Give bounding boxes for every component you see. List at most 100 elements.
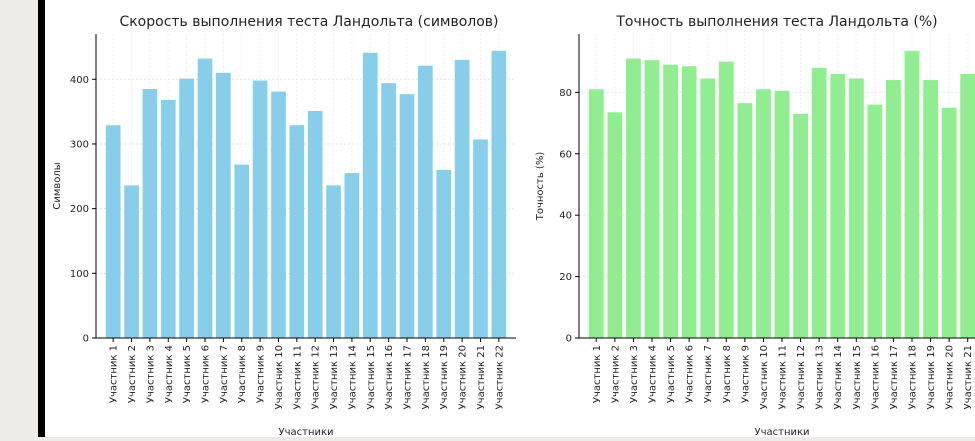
x-tick-label: Участник 22 [494,345,505,409]
bar [271,91,286,339]
y-tick-label: 60 [559,149,572,160]
x-tick-label: Участник 19 [439,345,450,409]
bar [436,169,452,338]
x-tick-label: Участник 12 [796,345,807,409]
x-tick-label: Участник 12 [311,345,322,409]
x-tick-label: Участник 5 [666,345,677,403]
x-tick-label: Участник 18 [908,345,919,409]
bar [886,80,901,338]
bar [491,50,507,339]
x-tick-label: Участник 8 [237,345,248,403]
bar [830,73,846,338]
slide-left-border [38,0,45,437]
x-tick-label: Участник 9 [256,345,267,403]
bar [811,67,827,339]
x-tick-label: Участник 19 [926,345,937,409]
bar [737,103,753,338]
x-tick-label: Участник 8 [722,345,733,403]
bar [774,90,790,339]
x-tick-label: Участник 20 [945,345,956,409]
x-tick-label: Участник 13 [815,345,826,409]
y-tick-label: 80 [559,88,572,99]
y-tick-label: 20 [559,272,572,283]
bar [607,112,623,338]
x-axis-label: Участники [278,427,333,437]
y-tick-label: 200 [70,204,89,215]
bar [399,94,415,338]
bar [344,173,360,338]
bar [626,58,641,339]
bar [700,78,716,338]
speed-chart: Скорость выполнения теста Ландольта (сим… [52,14,516,438]
charts-svg: Скорость выполнения теста Ландольта (сим… [52,14,975,438]
bar [326,185,341,338]
x-tick-label: Участник 16 [384,345,395,409]
x-tick-label: Участник 3 [629,345,640,403]
y-tick-label: 0 [83,334,89,345]
bar [105,125,121,338]
x-tick-label: Участник 7 [703,345,714,403]
x-tick-label: Участник 11 [292,345,303,409]
x-tick-label: Участник 15 [852,345,863,409]
bar [160,99,176,339]
bar [197,58,213,338]
x-tick-label: Участник 3 [145,345,156,403]
y-axis-label: Символы [52,162,63,209]
x-tick-label: Участник 14 [347,345,358,409]
y-tick-label: 300 [70,139,89,150]
bar [124,185,139,338]
bar [142,88,158,338]
bar [179,78,194,338]
chart-canvas: Скорость выполнения теста Ландольта (сим… [45,0,975,438]
x-tick-label: Участник 9 [740,345,751,403]
bar [793,113,808,339]
bar [644,60,660,338]
bar [381,83,396,339]
x-tick-label: Участник 13 [329,345,340,409]
y-tick-label: 0 [566,334,572,345]
x-tick-label: Участник 4 [648,345,659,403]
x-tick-label: Участник 11 [778,345,789,409]
bar [418,65,433,339]
x-tick-label: Участник 16 [870,345,881,409]
x-tick-label: Участник 6 [685,345,696,403]
y-tick-label: 100 [70,269,89,280]
bar [718,61,734,339]
bar [362,52,378,338]
chart-title: Скорость выполнения теста Ландольта (сим… [119,14,498,30]
x-tick-label: Участник 5 [182,345,193,403]
x-tick-label: Участник 7 [219,345,230,403]
x-tick-label: Участник 6 [201,345,212,403]
bar [454,59,470,338]
accuracy-chart: Точность выполнения теста Ландольта (%) … [535,14,975,438]
bar [904,50,920,339]
x-tick-label: Участник 2 [127,345,138,403]
x-tick-label: Участник 1 [109,345,120,403]
x-tick-label: Участник 10 [759,345,770,409]
y-tick-label: 400 [70,75,89,86]
x-tick-label: Участник 14 [833,345,844,409]
bar [941,107,957,339]
x-tick-label: Участник 15 [366,345,377,409]
x-tick-label: Участник 21 [963,345,974,409]
y-tick-label: 40 [559,211,572,222]
x-tick-label: Участник 18 [421,345,432,409]
bar [216,72,231,339]
bar [663,64,678,339]
y-axis-label: Точность (%) [535,152,546,222]
x-tick-label: Участник 20 [458,345,469,409]
bar [473,139,488,338]
x-tick-label: Участник 21 [476,345,487,409]
x-axis-label: Участники [754,427,809,437]
x-tick-label: Участник 1 [592,345,603,403]
bar [252,80,268,338]
bar [307,110,323,338]
x-tick-label: Участник 4 [164,345,175,403]
x-tick-label: Участник 17 [889,345,900,409]
bar [588,89,604,338]
bar [960,73,975,338]
bar [681,66,697,338]
x-tick-label: Участник 10 [274,345,285,409]
bar [923,80,938,338]
chart-title: Точность выполнения теста Ландольта (%) [615,14,937,30]
